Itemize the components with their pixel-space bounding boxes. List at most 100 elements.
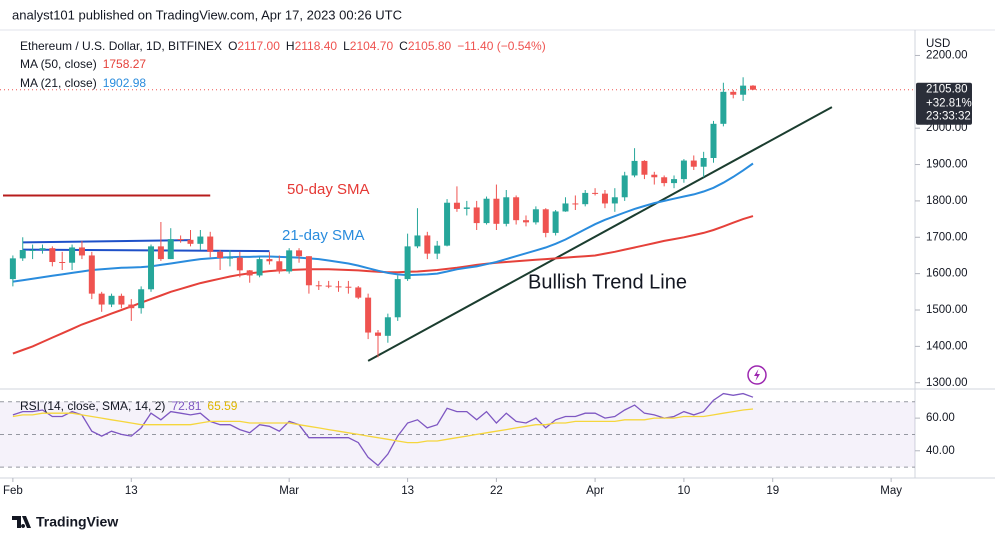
y-tick-label: 40.00 [926,445,955,457]
candle-body [217,251,224,258]
x-tick-label: 13 [401,485,414,497]
candle-body [226,257,233,259]
candle-body [424,235,431,254]
legend-value: 65.59 [207,399,237,413]
candle-body [365,297,372,333]
candle-body [631,160,638,176]
legend-name: MA (50, close) [20,57,97,71]
candle-body [453,202,460,209]
candle-body [286,250,293,272]
candle-body [345,286,352,288]
ohlc-value: 2104.70 [350,39,394,53]
y-tick-label: 2000.00 [926,122,968,134]
ohlc-key: C [399,39,408,53]
legend-symbol: Ethereum / U.S. Dollar, 1D, BITFINEX O211… [20,39,546,53]
price-tag-countdown: 23:33:32 [926,111,971,123]
candle-body [661,177,668,184]
annotation: 21-day SMA [282,227,365,244]
candle-body [296,250,303,257]
y-tick-label: 1500.00 [926,304,968,316]
candle-body [671,179,678,184]
candle-body [128,304,135,309]
candle-body [552,211,559,233]
y-tick-label: 60.00 [926,412,955,424]
price-tag [916,82,972,125]
candle-body [582,192,589,205]
candle-body [463,207,470,209]
candle-body [493,198,500,224]
change: −11.40 (−0.54%) [457,39,546,53]
candle-body [473,207,480,224]
candle-body [167,239,174,260]
candle-body [601,193,608,204]
y-tick-label: 1600.00 [926,268,968,280]
candle-body [78,247,85,256]
ohlc-key: O [228,39,237,53]
ma-line [12,162,754,283]
legend-ma50: MA (50, close) 1758.27 [20,57,146,71]
candle-body [9,258,16,280]
ohlc-value: 2117.00 [237,39,280,53]
x-tick-label: Apr [586,485,604,497]
footer: TradingView [36,514,118,530]
candle-body [148,246,155,290]
candle-body [483,198,490,224]
logo-mark [12,516,31,528]
alert-icon[interactable] [747,365,767,385]
drawing-line [22,239,191,244]
candle-body [177,239,184,241]
y-tick-label: 1300.00 [926,377,968,389]
y-tick-label: 2200.00 [926,49,968,61]
candle-body [621,175,628,198]
x-tick-label: 22 [490,485,503,497]
main-pane: 2200.00 2000.00 1900.00 1800.00 1700.00 1600.… [0,49,972,389]
annotation: 50-day SMA [287,181,370,198]
ohlc-value: 2105.80 [408,39,452,53]
currency: USD [926,38,950,50]
candle-body [197,236,204,244]
candle-body [562,203,569,212]
drawing-line [367,106,833,362]
ohlc-key: L [343,39,350,53]
candle-body [276,261,283,272]
candle-body [355,287,362,298]
candle-body [690,160,697,167]
candle-body [138,289,145,309]
candle-body [236,257,243,271]
candle-body [651,174,658,178]
candle-body [592,192,599,194]
candle-body [730,91,737,95]
legend-name: RSI (14, close, SMA, 14, 2) [20,399,165,413]
candle-body [335,286,342,288]
legend-value: 1902.98 [103,76,147,90]
candle-body [740,85,747,95]
legend-ma21: MA (21, close) 1902.98 [20,76,146,90]
candle-body [157,246,164,260]
candle-body [49,248,56,262]
drawing-line [22,248,270,253]
symbol: Ethereum / U.S. Dollar, 1D, BITFINEX [20,39,222,53]
x-tick-label: 19 [766,485,779,497]
price-tag-change: +32.81% [926,98,972,110]
candle-body [680,160,687,180]
candle-body [710,123,717,158]
candle-body [207,236,214,252]
rsi-line [12,392,754,467]
candle-body [532,209,539,223]
price-tag-value: 2105.80 [926,84,968,96]
candle-body [187,239,194,244]
x-tick-label: 10 [678,485,691,497]
legend-value: 1758.27 [103,57,147,71]
candle-body [523,220,530,223]
rsi-pane: 60.00 40.00 [0,392,955,468]
candle-body [542,209,549,233]
annotation: Bullish Trend Line [528,271,687,293]
candle-body [414,235,421,247]
candle-body [700,158,707,167]
candle-body [98,293,105,305]
candle-body [444,202,451,246]
header: analyst101 published on TradingView.com,… [12,7,402,22]
candle-body [19,250,26,259]
candle-body [611,197,618,204]
candle-body [513,197,520,221]
